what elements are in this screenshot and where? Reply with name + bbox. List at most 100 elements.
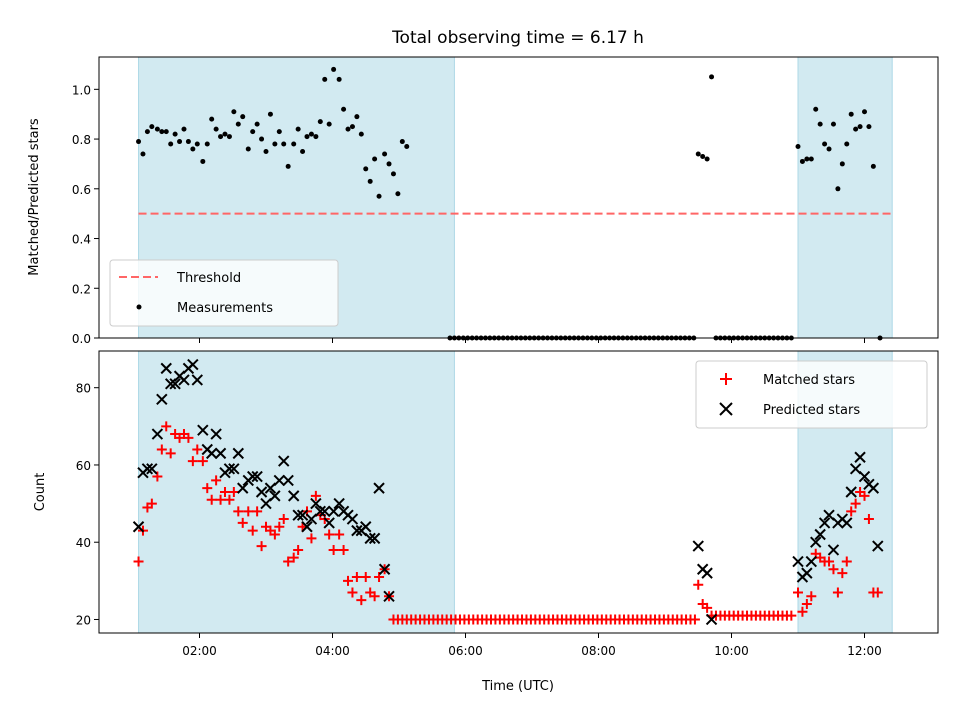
predicted-star-marker [383,590,395,603]
measurement-point [822,141,828,147]
measurement-point [704,156,710,162]
measurement-point [322,76,328,82]
bottom-axes-frame [98,350,939,634]
measurement-point [709,74,715,80]
matched-star-marker [328,544,339,555]
top-y-tick-label: 1.0 [72,83,91,97]
matched-star-marker [243,506,254,517]
matched-star-marker [247,525,258,536]
measurement-point [181,126,187,132]
matched-star-markers [133,421,883,625]
matched-star-marker [689,614,700,625]
measurement-point [376,193,382,199]
predicted-star-marker [251,470,263,483]
measurement-point [291,141,297,147]
measurement-point [177,139,183,145]
predicted-star-marker [160,362,172,375]
matched-star-marker [133,556,144,567]
matched-star-marker [702,602,713,613]
x-tick-label: 06:00 [448,644,483,658]
predicted-star-marker [327,505,340,518]
top-y-axis: 0.0 0.2 0.4 0.6 0.8 1.0 [72,83,99,346]
predicted-star-marker [854,451,866,463]
predicted-star-marker [288,490,300,502]
matched-star-marker [797,606,808,617]
predicted-star-marker [364,532,376,545]
predicted-star-marker [323,517,335,529]
measurement-point [830,121,836,127]
x-tick-label: 02:00 [182,644,217,658]
predicted-star-marker [692,540,704,552]
measurement-point [190,146,196,152]
legend-threshold-label: Threshold [176,271,241,286]
measurement-point [300,148,306,154]
top-y-axis-label: Matched/Predicted stars [27,118,42,276]
measurement-point [159,129,165,135]
matched-star-marker [859,490,870,501]
matched-star-marker [219,487,230,497]
predicted-star-marker [232,447,244,460]
chart-title: Total observing time = 6.17 h [391,28,644,48]
bottom-y-axis: 20 40 60 80 [76,382,99,627]
bottom-y-axis-label: Count [33,473,48,512]
predicted-star-marker [273,474,286,487]
predicted-star-marker [378,563,391,575]
matched-star-marker [156,444,167,455]
measurement-point [172,131,178,137]
measurement-point [399,139,405,145]
matched-star-marker [183,432,194,443]
measurement-point [144,129,150,135]
predicted-star-marker [132,521,145,533]
predicted-star-marker [858,470,871,483]
measurement-point [386,161,392,167]
measurement-point [853,126,859,132]
predicted-star-marker [191,374,203,386]
measurement-point [209,116,215,122]
predicted-star-marker [269,490,281,502]
predicted-star-marker [360,521,372,533]
predicted-star-marker [292,509,304,521]
matched-star-marker [215,494,226,505]
matched-star-marker [351,571,362,582]
predicted-star-marker [210,428,222,440]
matched-star-marker [310,490,321,501]
matched-star-marker [228,487,239,497]
matched-star-marker [192,444,203,455]
matched-star-marker [828,564,839,575]
measurement-point [204,141,210,147]
matched-star-marker [356,595,367,606]
matched-star-marker [293,544,304,555]
top-axes-frame [98,56,939,339]
x-tick-label: 04:00 [315,644,350,658]
measurement-point [259,136,265,142]
matched-star-marker [224,494,235,505]
matched-star-marker [824,556,835,567]
matched-star-marker [283,556,294,567]
matched-star-marker [369,591,380,602]
predicted-star-marker [872,540,884,552]
matched-star-marker [233,506,244,517]
predicted-star-marker [319,505,331,518]
top-y-tick-label: 0.2 [72,282,91,296]
measurement-point [336,76,342,82]
measurement-point [308,131,314,137]
predicted-star-marker [818,517,831,529]
matched-star-marker [165,448,176,459]
measurement-point [808,156,814,162]
predicted-star-marker [282,474,294,487]
bottom-y-tick-label: 20 [76,613,91,627]
predicted-star-marker [255,486,268,498]
predicted-star-marker [314,505,327,518]
bottom-y-tick-label: 40 [76,536,91,550]
matched-star-marker [338,544,349,555]
measurement-point [235,121,241,127]
predicted-star-marker [814,528,826,541]
predicted-star-marker [141,463,154,475]
measurement-point [382,151,388,157]
matched-star-marker [872,587,883,598]
measurement-point [817,121,823,127]
top-y-tick-label: 0.8 [72,133,91,147]
measurement-point [839,161,845,167]
predicted-star-marker [346,513,359,525]
